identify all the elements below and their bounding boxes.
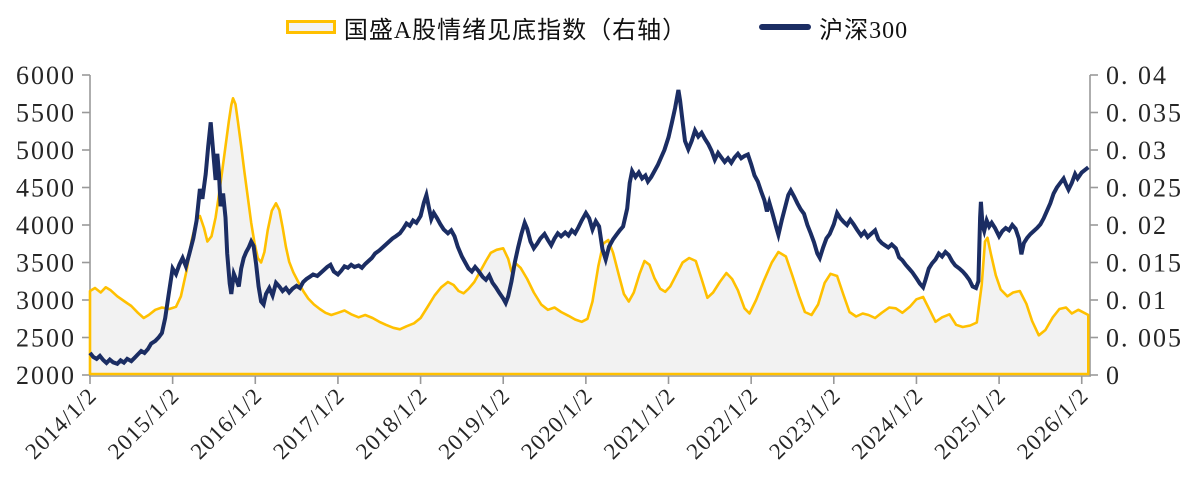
left-axis-tick-label: 2000 — [16, 361, 76, 390]
legend: 国盛A股情绪见底指数（右轴） 沪深300 — [0, 10, 1194, 44]
left-axis-tick-label: 4500 — [16, 174, 76, 203]
x-axis-tick-label: 2023/1/2 — [764, 383, 845, 464]
legend-item-csi300: 沪深300 — [759, 10, 908, 45]
right-axis-tick-label: 0. 005 — [1106, 324, 1183, 353]
x-axis-tick-label: 2022/1/2 — [682, 383, 763, 464]
x-axis-tick-label: 2018/1/2 — [351, 383, 432, 464]
right-axis-tick-label: 0. 02 — [1106, 211, 1168, 240]
x-axis-tick-label: 2017/1/2 — [268, 383, 349, 464]
right-axis-tick-label: 0. 015 — [1106, 249, 1183, 278]
right-axis-tick-label: 0. 025 — [1106, 174, 1183, 203]
left-axis-tick-label: 6000 — [16, 61, 76, 90]
left-axis-tick-label: 5000 — [16, 136, 76, 165]
left-axis-tick-label: 3500 — [16, 249, 76, 278]
right-axis-tick-label: 0 — [1106, 361, 1121, 390]
sentiment-series-label: 国盛A股情绪见底指数（右轴） — [343, 17, 688, 44]
sentiment-area-series — [88, 97, 1090, 376]
x-axis-tick-label: 2019/1/2 — [434, 383, 515, 464]
left-axis-tick-label: 2500 — [16, 324, 76, 353]
x-axis-tick-label: 2014/1/2 — [20, 383, 101, 464]
right-axis-tick-label: 0. 03 — [1106, 136, 1168, 165]
left-axis-tick-label: 5500 — [16, 99, 76, 128]
legend-item-sentiment: 国盛A股情绪见底指数（右轴） — [285, 10, 688, 45]
x-axis-tick-label: 2026/1/2 — [1012, 383, 1093, 464]
left-axis-tick-label: 4000 — [16, 211, 76, 240]
sentiment-area-swatch — [285, 20, 336, 34]
x-axis-tick-label: 2015/1/2 — [103, 383, 184, 464]
x-axis-tick-label: 2024/1/2 — [847, 383, 928, 464]
csi300-line-swatch — [759, 24, 812, 30]
right-axis-tick-label: 0. 04 — [1106, 61, 1168, 90]
x-axis-tick-label: 2016/1/2 — [186, 383, 267, 464]
x-axis-tick-label: 2025/1/2 — [929, 383, 1010, 464]
csi300-series-label: 沪深300 — [819, 17, 909, 44]
right-axis-tick-label: 0. 01 — [1106, 286, 1168, 315]
x-axis-tick-label: 2020/1/2 — [516, 383, 597, 464]
x-axis-tick-label: 2021/1/2 — [599, 383, 680, 464]
csi300-line-series — [88, 89, 1090, 367]
left-axis-tick-label: 3000 — [16, 286, 76, 315]
right-axis-tick-label: 0. 035 — [1106, 99, 1183, 128]
